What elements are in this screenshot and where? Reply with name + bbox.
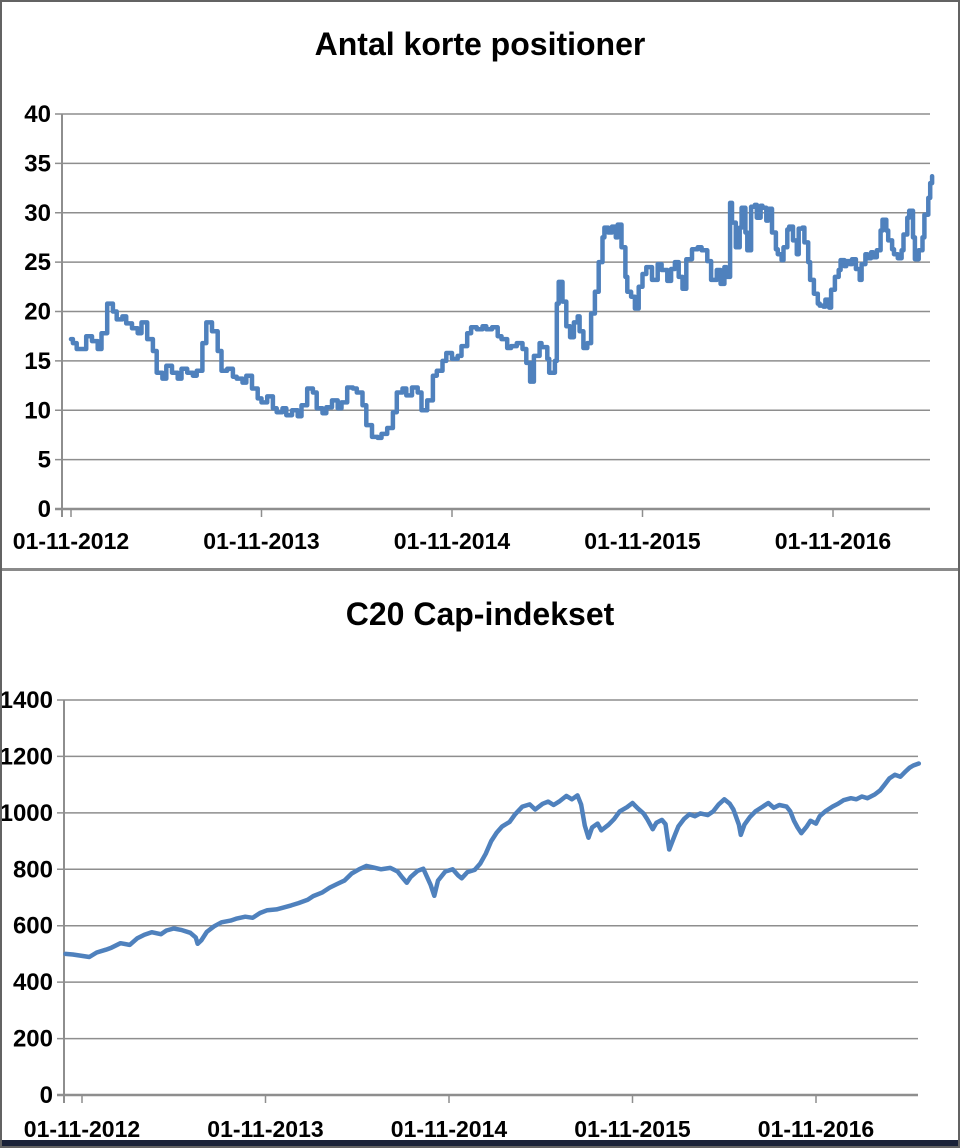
x-tick-label: 01-11-2014 [394,528,511,554]
y-tick-label: 35 [24,150,51,177]
x-tick-label: 01-11-2016 [775,528,891,554]
y-tick-label: 1200 [2,743,53,770]
y-tick-label: 5 [38,447,51,474]
y-tick-label: 15 [24,348,51,375]
y-tick-label: 20 [24,299,51,326]
x-tick-label: 01-11-2015 [584,528,701,554]
x-tick-label: 01-11-2013 [203,528,319,554]
y-tick-label: 1400 [2,687,53,714]
x-tick-label: 01-11-2015 [574,1116,691,1140]
x-tick-label: 01-11-2012 [13,528,129,554]
y-tick-label: 0 [40,1082,53,1109]
window-bottom-edge [2,1140,958,1146]
short-positions-chart: 0 5 10 15 20 25 30 35 40 01-11-2012 01-11-2013 01-1… [13,101,935,554]
y-tick-label: 400 [13,969,53,996]
y-tick-label: 25 [24,249,51,276]
y-tick-label: 800 [13,856,53,883]
c20-index-chart: 0 200 400 600 800 1000 1200 1400 01-11-2012 01-11… [2,687,922,1140]
x-tick-label: 01-11-2013 [207,1116,323,1140]
panel-divider [2,568,958,571]
y-tick-label: 0 [38,496,51,523]
x-tick-label: 01-11-2012 [24,1116,140,1140]
c20-index-chart-title: C20 Cap-indekset [345,596,615,632]
x-tick-label: 01-11-2014 [391,1116,508,1140]
y-tick-label: 10 [24,397,51,424]
x-tick-label: 01-11-2016 [758,1116,874,1140]
y-tick-label: 30 [24,200,51,227]
short-positions-chart-title: Antal korte positioner [314,26,646,62]
chart-panel-c20-index: C20 Cap-indekset 0 200 400 600 800 1000 1200 14… [2,572,958,1140]
y-tick-label: 200 [13,1026,53,1053]
series-line [63,761,922,960]
y-tick-label: 600 [13,913,53,940]
y-tick-label: 40 [24,101,51,128]
chart-panel-short-positions: Antal korte positioner 0 5 10 15 20 25 30 35 40 0… [2,2,958,570]
y-tick-label: 1000 [2,800,53,827]
series-line [68,173,935,441]
